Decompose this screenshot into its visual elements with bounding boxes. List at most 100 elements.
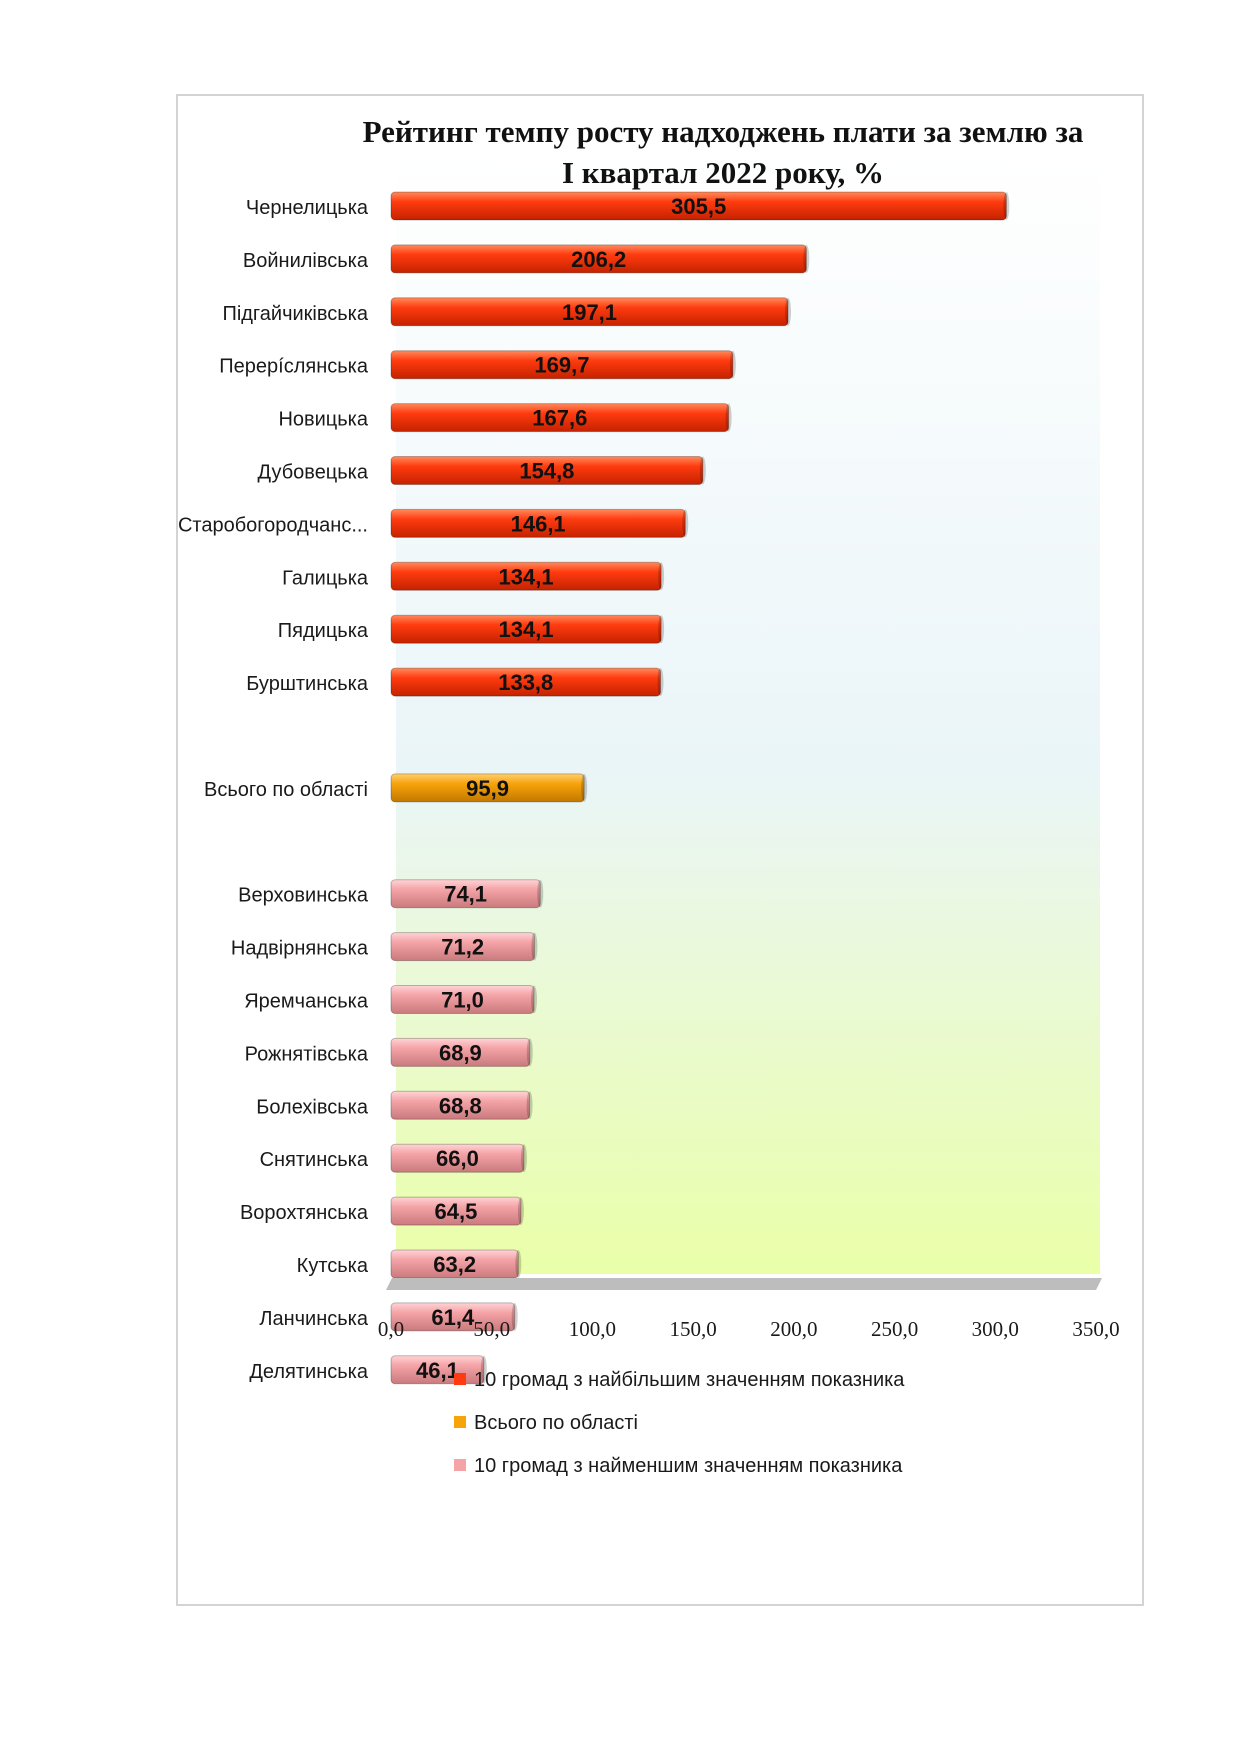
category-label-войнилівська: Войнилівська: [243, 250, 369, 272]
value-label-дубовецька: 154,8: [519, 459, 574, 484]
category-label-яремчанська: Яремчанська: [244, 991, 369, 1013]
bar-войнилівська: [390, 244, 807, 274]
bar-end-cap-яремчанська: [531, 985, 538, 1014]
bar-яремчанська: [390, 985, 535, 1014]
bar-end-cap-всього-по-області: [581, 773, 588, 802]
plot-area-background: [396, 154, 1100, 1274]
category-label-ворохтянська: Ворохтянська: [240, 1202, 369, 1224]
value-label-надвірнянська: 71,2: [441, 935, 484, 960]
bar-end-cap-галицька: [658, 562, 665, 591]
bar-дубовецька: [390, 456, 704, 485]
legend-swatch-bottom: [454, 1459, 466, 1471]
bar-end-cap-дубовецька: [699, 456, 706, 485]
x-tick-label: 350,0: [1072, 1317, 1119, 1341]
value-label-галицька: 134,1: [499, 564, 554, 589]
category-label-делятинська: Делятинська: [249, 1361, 368, 1383]
category-label-дубовецька: Дубовецька: [258, 462, 369, 484]
category-label-перер-слянська: Перерíслянська: [219, 356, 369, 378]
value-label-новицька: 167,6: [532, 406, 587, 431]
bar-end-cap-надвірнянська: [531, 932, 538, 961]
bar-рожнятівська: [390, 1037, 531, 1067]
category-label-новицька: Новицька: [278, 409, 368, 431]
category-label-чернелицька: Чернелицька: [246, 197, 369, 219]
category-label-рожнятівська: Рожнятівська: [245, 1043, 369, 1065]
bar-end-cap-снятинська: [520, 1144, 527, 1173]
chart-title-line-2: І квартал 2022 року, %: [562, 155, 884, 190]
value-label-всього-по-області: 95,9: [466, 776, 509, 801]
bar-end-cap-болехівська: [526, 1091, 533, 1120]
bar-пядицька: [390, 614, 662, 644]
legend-label-total: Всього по області: [474, 1412, 638, 1434]
bar-end-cap-підгайчиківська: [785, 297, 792, 326]
category-label-кутська: Кутська: [297, 1255, 369, 1277]
bar-end-cap-делятинська: [480, 1355, 487, 1384]
value-label-войнилівська: 206,2: [571, 247, 626, 272]
value-label-перер-слянська: 169,7: [534, 353, 589, 378]
bar-галицька: [390, 561, 662, 591]
category-label-бурштинська: Бурштинська: [246, 673, 369, 695]
bar-ланчинська: [390, 1302, 516, 1332]
bar-end-cap-ворохтянська: [517, 1197, 524, 1226]
category-label-надвірнянська: Надвірнянська: [231, 938, 369, 960]
legend-label-bottom: 10 громад з найменшим значенням показник…: [474, 1455, 903, 1477]
value-label-яремчанська: 71,0: [441, 988, 484, 1013]
category-label-верховинська: Верховинська: [238, 885, 369, 907]
chart-title-line-1: Рейтинг темпу росту надходжень плати за …: [363, 114, 1084, 149]
category-label-старобогородчанс: Старобогородчанс...: [178, 514, 368, 536]
x-tick-label: 150,0: [670, 1317, 717, 1341]
category-label-пядицька: Пядицька: [278, 620, 369, 642]
x-tick-label: 300,0: [972, 1317, 1019, 1341]
bar-перер-слянська: [390, 350, 734, 380]
x-tick-label: 50,0: [473, 1317, 510, 1341]
bar-end-cap-новицька: [725, 403, 732, 432]
x-tick-label: 200,0: [770, 1317, 817, 1341]
bar-чернелицька: [390, 191, 1007, 221]
value-label-рожнятівська: 68,9: [439, 1040, 482, 1065]
value-label-підгайчиківська: 197,1: [562, 300, 617, 325]
bar-верховинська: [390, 879, 541, 909]
value-label-пядицька: 134,1: [499, 617, 554, 642]
bar-старобогородчанс: [390, 508, 686, 538]
value-label-снятинська: 66,0: [436, 1146, 479, 1171]
bar-снятинська: [390, 1143, 525, 1173]
category-label-підгайчиківська: Підгайчиківська: [222, 303, 368, 325]
bar-ворохтянська: [390, 1196, 522, 1226]
bar-end-cap-перер-слянська: [729, 350, 736, 379]
bar-end-cap-кутська: [515, 1250, 522, 1278]
value-label-кутська: 63,2: [433, 1252, 476, 1277]
bar-end-cap-ланчинська: [511, 1302, 518, 1331]
value-label-верховинська: 74,1: [444, 882, 487, 907]
bar-end-cap-пядицька: [658, 615, 665, 644]
bar-end-cap-верховинська: [537, 879, 544, 908]
category-label-снятинська: Снятинська: [260, 1149, 369, 1171]
x-tick-label: 250,0: [871, 1317, 918, 1341]
legend-swatch-total: [454, 1416, 466, 1428]
chart-frame: Рейтинг темпу росту надходжень плати за …: [176, 94, 1144, 1606]
bar-новицька: [390, 403, 730, 433]
value-label-ворохтянська: 64,5: [435, 1199, 478, 1224]
x-axis-ticks: 0,0 50,0 100,0 150,0 200,0 250,0 300,0 350,0: [378, 1317, 1120, 1341]
value-label-болехівська: 68,8: [439, 1093, 482, 1118]
x-tick-label: 100,0: [569, 1317, 616, 1341]
bar-підгайчиківська: [390, 297, 789, 327]
bar-бурштинська: [390, 667, 662, 697]
bar-end-cap-рожнятівська: [526, 1038, 533, 1067]
legend-swatch-top: [454, 1373, 466, 1385]
bars-layer: Чернелицька 305,5 Войнилівська 206,2 Підгайч…: [178, 191, 1010, 1385]
legend: 10 громад з найбільшим значенням показни…: [454, 1369, 905, 1477]
x-axis-floor: [386, 1278, 1102, 1290]
legend-label-top: 10 громад з найбільшим значенням показни…: [474, 1369, 905, 1391]
bar-всього-по-області: [390, 773, 585, 803]
category-label-болехівська: Болехівська: [256, 1096, 369, 1118]
bar-надвірнянська: [390, 932, 535, 962]
bar-болехівська: [390, 1090, 531, 1120]
bar-end-cap-бурштинська: [657, 668, 664, 697]
bar-chart: Рейтинг темпу росту надходжень плати за …: [178, 114, 1120, 1477]
category-label-ланчинська: Ланчинська: [259, 1308, 369, 1330]
bar-end-cap-старобогородчанс: [682, 509, 689, 538]
value-label-чернелицька: 305,5: [671, 194, 726, 219]
value-label-старобогородчанс: 146,1: [511, 511, 566, 536]
x-tick-label: 0,0: [378, 1317, 404, 1341]
bar-end-cap-чернелицька: [1003, 192, 1010, 220]
value-label-делятинська: 46,1: [416, 1358, 459, 1383]
